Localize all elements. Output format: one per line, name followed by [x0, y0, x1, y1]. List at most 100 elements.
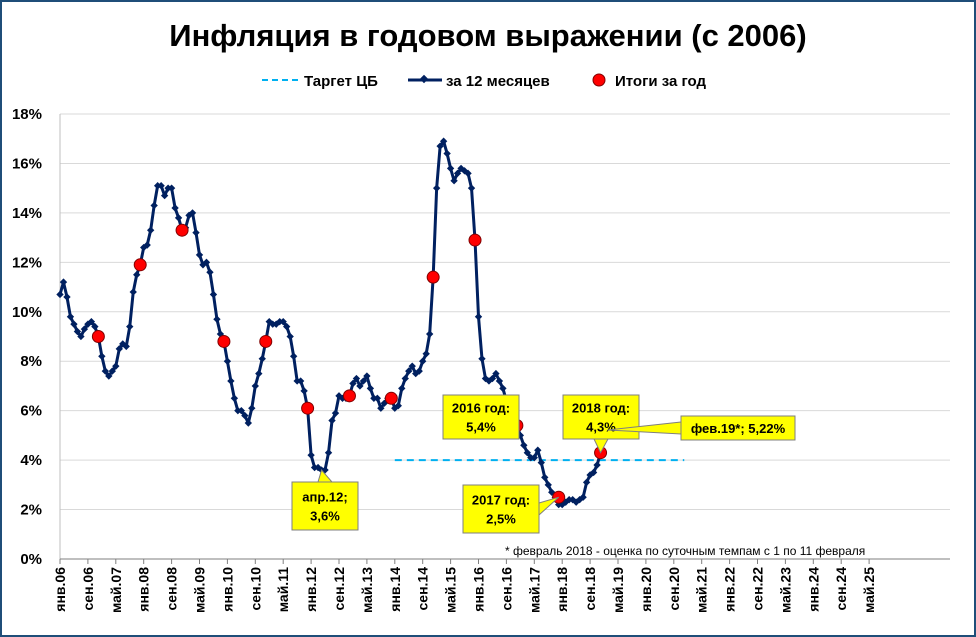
- y-axis: 0% 2% 4% 6% 8% 10% 12% 14% 16% 18%: [12, 106, 61, 568]
- data-point: [523, 449, 532, 457]
- series-12m-line: [58, 139, 609, 507]
- legend-target-label: Таргет ЦБ: [304, 73, 378, 90]
- data-point: [422, 350, 430, 358]
- x-tick-label: май.15: [443, 567, 459, 613]
- callout-box: [291, 481, 359, 531]
- data-point: [59, 278, 68, 286]
- data-point: [419, 357, 427, 365]
- year-result-marker: [91, 330, 105, 343]
- legend-year-label: Итоги за год: [615, 73, 707, 90]
- data-point: [202, 258, 211, 267]
- data-point: [146, 226, 155, 234]
- x-tick-label: май.21: [694, 567, 710, 613]
- data-point: [251, 382, 259, 390]
- data-point: [520, 441, 528, 449]
- callout-text: 2,5%: [486, 512, 516, 527]
- chart-title: Инфляция в годовом выражении (с 2006): [169, 18, 806, 53]
- data-point: [425, 330, 434, 338]
- year-result-marker: [133, 258, 147, 272]
- data-point: [98, 352, 106, 360]
- x-tick-label: май.17: [526, 567, 542, 613]
- data-point: [541, 473, 549, 482]
- data-point: [227, 377, 235, 385]
- data-point: [129, 288, 137, 296]
- data-point: [258, 355, 266, 363]
- year-result-marker: [175, 223, 189, 237]
- data-point: [373, 394, 382, 402]
- callout-text: 4,3%: [586, 420, 616, 435]
- data-point: [223, 357, 232, 365]
- callout-box: [680, 415, 796, 441]
- data-point: [377, 404, 385, 412]
- data-point: [56, 290, 64, 299]
- callout-box: [462, 484, 540, 534]
- data-point: [366, 384, 375, 393]
- data-point: [80, 325, 89, 333]
- data-point: [101, 367, 110, 375]
- callout-text: 5,4%: [466, 420, 496, 435]
- data-point: [499, 384, 507, 393]
- data-point: [432, 184, 441, 192]
- y-tick-label: 6%: [20, 403, 42, 420]
- callout-pointer: [538, 496, 560, 517]
- y-tick-label: 16%: [12, 155, 42, 172]
- data-point: [167, 184, 176, 192]
- series-year-results: [91, 223, 608, 504]
- data-point: [537, 458, 545, 467]
- data-point: [248, 404, 256, 412]
- x-tick-label: янв.14: [387, 567, 403, 612]
- data-point: [331, 409, 340, 417]
- data-point: [582, 478, 591, 487]
- data-point: [286, 332, 294, 341]
- x-tick-label: май.07: [108, 567, 124, 613]
- data-point: [195, 251, 204, 259]
- data-point: [328, 416, 336, 425]
- callout-text: 2018 год:: [572, 401, 630, 416]
- x-tick-label: май.09: [192, 567, 208, 613]
- data-point: [352, 374, 361, 383]
- x-tick-label: сен.10: [247, 567, 263, 611]
- data-point: [363, 372, 371, 380]
- data-point: [492, 369, 500, 378]
- x-tick-label: сен.12: [331, 567, 347, 611]
- data-point: [126, 322, 134, 331]
- callout-text: 2017 год:: [472, 493, 530, 508]
- data-point: [241, 411, 249, 420]
- y-tick-label: 18%: [12, 106, 42, 123]
- footnote: * февраль 2018 - оценка по суточным темп…: [505, 544, 865, 558]
- year-result-marker: [342, 389, 356, 403]
- data-point: [300, 387, 308, 395]
- y-tick-label: 4%: [20, 452, 42, 469]
- year-result-marker: [301, 401, 315, 415]
- data-point: [115, 345, 123, 353]
- x-tick-label: май.23: [777, 567, 793, 613]
- x-tick-label: сен.22: [750, 567, 766, 611]
- data-point: [289, 352, 298, 360]
- legend-12m-label: за 12 месяцев: [446, 73, 550, 90]
- data-point: [283, 322, 291, 331]
- x-tick-label: янв.16: [471, 567, 487, 612]
- x-tick-label: янв.18: [554, 567, 570, 612]
- data-point: [534, 446, 542, 454]
- year-result-marker: [259, 334, 273, 348]
- callouts: апр.12; 3,6% 2016 год: 5,4% 2017 год: 2,5% 201…: [291, 394, 796, 534]
- x-tick-label: май.11: [275, 567, 291, 612]
- y-tick-label: 0%: [20, 551, 42, 568]
- y-tick-label: 2%: [20, 502, 42, 519]
- data-point: [401, 374, 409, 383]
- data-point: [244, 419, 253, 427]
- data-point: [307, 451, 315, 459]
- data-point: [579, 493, 587, 501]
- legend: Таргет ЦБ за 12 месяцев Итоги за год: [262, 73, 707, 90]
- callout-box: [562, 394, 640, 440]
- data-point: [192, 228, 200, 237]
- callout-text: 3,6%: [310, 509, 340, 524]
- year-result-marker: [468, 233, 482, 247]
- data-point: [405, 367, 413, 375]
- y-tick-label: 8%: [20, 353, 42, 370]
- x-tick-label: янв.12: [303, 567, 319, 612]
- data-point: [70, 320, 78, 328]
- x-tick-label: сен.14: [415, 567, 431, 611]
- data-point: [122, 342, 130, 351]
- x-tick-label: сен.06: [80, 567, 96, 611]
